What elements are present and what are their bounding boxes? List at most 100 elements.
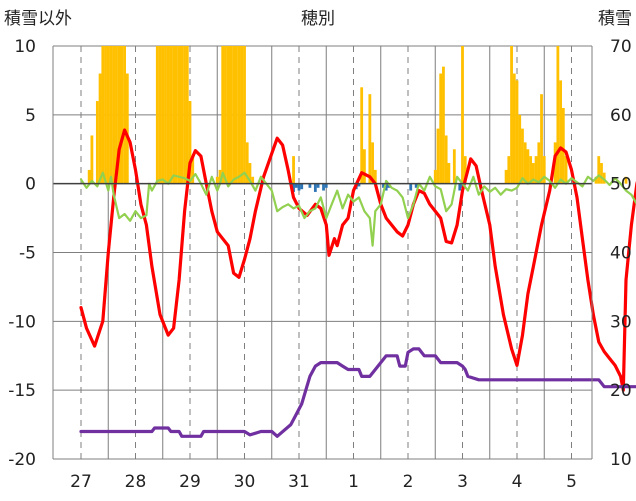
precip-bar (526, 149, 530, 184)
x-tick-label: 4 (512, 472, 523, 492)
precip-bar (523, 142, 527, 184)
precip-bar (106, 46, 110, 184)
precip-bar (439, 73, 443, 184)
precip-bar (120, 46, 124, 184)
negative-bar (384, 183, 388, 191)
negative-bar (357, 183, 361, 187)
precip-bar (531, 163, 535, 184)
precip-bar (123, 46, 126, 184)
precip-bar (104, 46, 107, 184)
negative-bar (292, 183, 295, 192)
left-tick-label: -5 (19, 244, 36, 264)
precip-bar (444, 135, 448, 184)
negative-bar (297, 183, 301, 191)
precip-bar (510, 46, 513, 184)
precip-bar (125, 73, 129, 184)
precip-bar (537, 142, 541, 184)
precip-bar (515, 80, 519, 184)
precip-bar (185, 46, 189, 184)
precip-bar (529, 156, 533, 184)
left-tick-label: 0 (25, 175, 36, 195)
left-tick-label: -15 (8, 381, 36, 401)
precip-bar (98, 73, 102, 184)
precip-bar (164, 46, 167, 184)
wind-line (79, 171, 636, 247)
precip-bar (559, 80, 562, 184)
right-tick-label: 30 (610, 312, 632, 332)
precip-bar (564, 156, 568, 184)
precip-bar (188, 101, 192, 184)
right-tick-label: 70 (610, 37, 632, 57)
line-layer (79, 128, 636, 438)
precip-bar (600, 163, 603, 184)
precip-bar (292, 156, 295, 184)
negative-bar (409, 183, 413, 191)
left-tick-label: 5 (25, 106, 36, 126)
x-tick-label: 30 (234, 472, 256, 492)
right-tick-label: 50 (610, 175, 632, 195)
precip-bar (442, 66, 445, 184)
x-tick-label: 5 (566, 472, 577, 492)
negative-bar (308, 183, 312, 188)
negative-bar (458, 183, 462, 191)
precip-bar (95, 101, 99, 184)
precip-bar (594, 176, 598, 184)
precip-bar (172, 46, 176, 184)
precip-bar (436, 128, 440, 184)
precip-bar (556, 46, 560, 184)
negative-bar (313, 183, 317, 192)
precip-bar (507, 156, 511, 184)
precip-bar (373, 169, 377, 184)
precip-bar (166, 46, 170, 184)
precip-bar (237, 46, 241, 184)
precip-bar (161, 46, 165, 184)
left-tick-label: -20 (8, 450, 36, 470)
precip-bar (243, 46, 246, 184)
precip-bar (521, 128, 524, 184)
precip-bar (433, 169, 437, 184)
precip-bar (371, 142, 374, 184)
x-tick-label: 28 (125, 472, 147, 492)
precip-bar (112, 46, 116, 184)
x-tick-label: 2 (403, 472, 414, 492)
precip-bar (363, 149, 366, 184)
precip-bar (117, 46, 121, 184)
precip-bar (218, 169, 222, 184)
precip-bar (180, 46, 184, 184)
chart-title: 穂別 (301, 9, 335, 29)
precip-bar (542, 156, 546, 184)
plot-frame (52, 46, 593, 460)
precip-bar (504, 169, 508, 184)
precip-bar (624, 176, 628, 184)
x-tick-label: 29 (179, 472, 201, 492)
precip-bar (461, 46, 464, 184)
precip-bar (245, 142, 249, 184)
precip-bar (226, 46, 230, 184)
precip-bar (534, 156, 538, 184)
precip-bar (229, 46, 233, 184)
precip-bar (90, 135, 94, 184)
precip-bar (248, 163, 252, 184)
precip-bar (155, 46, 159, 184)
x-tick-label: 3 (457, 472, 468, 492)
precip-bar (174, 46, 178, 184)
precip-bar (597, 156, 601, 184)
precip-bar (183, 46, 186, 184)
precip-bar (360, 87, 364, 184)
left-axis-title: 積雪以外 (4, 9, 72, 29)
negative-bar (322, 183, 325, 191)
precip-bar (234, 46, 238, 184)
right-axis-title: 積雪 (598, 9, 632, 29)
negative-bar (294, 183, 298, 188)
left-tick-label: -10 (8, 312, 36, 332)
left-tick-label: 10 (14, 37, 36, 57)
precip-bar (215, 176, 219, 184)
precip-bar (109, 46, 113, 184)
right-tick-label: 10 (610, 450, 632, 470)
precip-bar (101, 46, 105, 184)
precip-bar (232, 46, 235, 184)
precip-bar (158, 46, 162, 184)
negative-bar (300, 183, 304, 190)
